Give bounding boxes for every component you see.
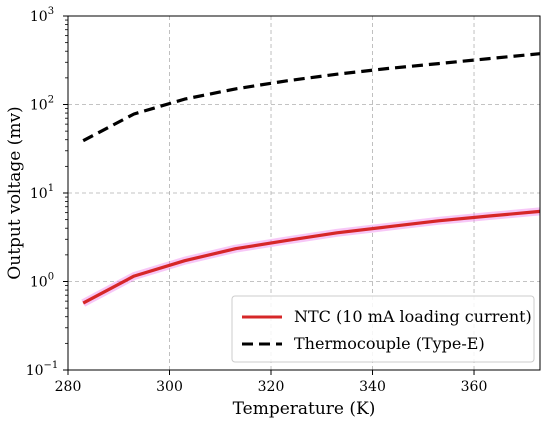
y-tick-exponent: 1 <box>48 183 54 194</box>
x-tick-label: 280 <box>55 379 82 395</box>
x-tick-label: 320 <box>258 379 285 395</box>
x-tick-label: 360 <box>461 379 488 395</box>
series-lines <box>81 52 541 307</box>
x-axis-title: Temperature (K) <box>233 399 376 419</box>
ntc-series-line <box>82 209 541 305</box>
y-tick-exponent: 0 <box>48 272 54 283</box>
x-tick-label: 300 <box>156 379 183 395</box>
y-tick-label: 100 <box>30 272 54 291</box>
thermocouple-series-line <box>82 52 541 143</box>
y-tick-label: 10−1 <box>26 360 59 379</box>
legend-label-ntc: NTC (10 mA loading current) <box>294 307 532 326</box>
x-axis-ticks: 280 300 320 340 360 <box>55 370 488 395</box>
legend: NTC (10 mA loading current) Thermocouple… <box>231 295 535 363</box>
y-tick-label: 102 <box>30 95 54 114</box>
y-tick-label: 103 <box>30 6 54 25</box>
legend-box <box>231 295 535 363</box>
y-tick-exponent: −1 <box>44 360 59 371</box>
ntc-series-line-glow <box>81 207 541 307</box>
y-tick-exponent: 2 <box>48 95 54 106</box>
y-axis-title: Output voltage (mv) <box>5 106 25 279</box>
y-tick-label: 101 <box>30 183 54 202</box>
y-tick-exponent: 3 <box>48 6 54 17</box>
x-tick-label: 340 <box>359 379 386 395</box>
legend-label-thermocouple: Thermocouple (Type-E) <box>294 334 485 353</box>
